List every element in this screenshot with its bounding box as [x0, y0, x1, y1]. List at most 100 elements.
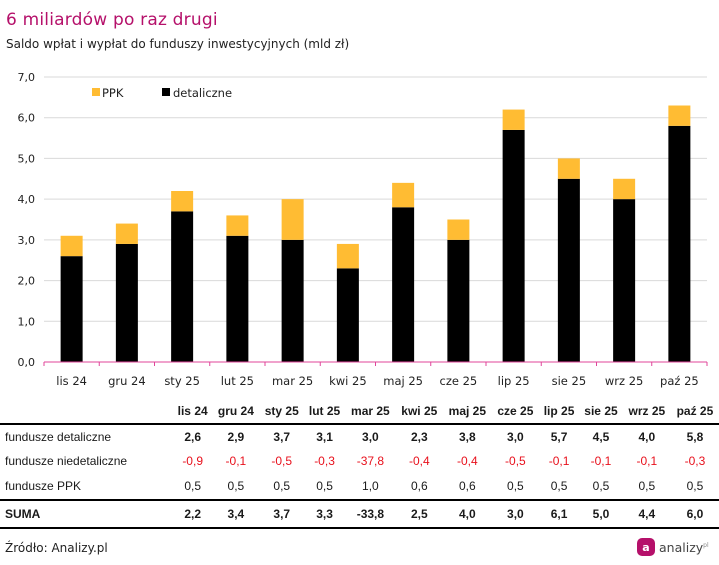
table-cell: 0,5 [538, 473, 580, 501]
y-tick-label: 3,0 [18, 234, 36, 247]
source-note: Źródło: Analizy.pl [5, 541, 108, 555]
stacked-bar-chart: 0,0 1,0 2,0 3,0 4,0 5,0 6,0 7,0 lis 24 gru 24 sty… [18, 71, 708, 388]
bar-detaliczne [336, 268, 359, 362]
table-cell: 0,5 [259, 473, 305, 501]
table-row: SUMA 2,2 3,4 3,7 3,3 -33,8 2,5 4,0 3,0 6,1 5,0 4,4 6… [0, 500, 719, 529]
table-cell: 0,5 [622, 473, 671, 501]
x-axis: lis 24 gru 24 sty 25 lut 25 mar 25 kwi 25 maj … [43, 361, 708, 388]
bar-ppk [668, 105, 691, 126]
table-row: fundusze detaliczne 2,6 2,9 3,7 3,1 3,0 2,3 3,8… [0, 424, 719, 449]
bar-ppk [281, 199, 304, 240]
chart-title: 6 miliardów po raz drugi [6, 10, 218, 30]
x-tick-label: sty 25 [164, 374, 200, 388]
x-tick-label: lis 24 [56, 374, 87, 388]
table-cell: 3,4 [212, 500, 260, 529]
bar-detaliczne [226, 235, 249, 362]
table-header-label [0, 402, 173, 425]
table-cell: 6,1 [538, 500, 580, 529]
y-tick-label: 2,0 [18, 275, 36, 288]
table-column-header: paź 25 [670, 402, 719, 425]
table-row: fundusze niedetaliczne -0,9 -0,1 -0,5 -0,3 -3… [0, 449, 719, 473]
table-cell: 3,0 [491, 500, 539, 529]
table-cell: 4,4 [622, 500, 671, 529]
bar-ppk [392, 182, 415, 208]
bar-ppk [226, 215, 249, 236]
row-label: SUMA [0, 500, 173, 529]
bar-ppk [115, 223, 138, 244]
table-cell: -37,8 [356, 454, 385, 468]
x-tick-label: gru 24 [108, 374, 146, 388]
table-cell: 2,5 [395, 500, 443, 529]
x-tick-label: lut 25 [221, 374, 254, 388]
bar-detaliczne [447, 239, 470, 362]
table-cell: -0,9 [182, 454, 203, 468]
bar-ppk [557, 158, 580, 179]
x-tick-label: mar 25 [272, 374, 313, 388]
logo-wordmark: analizy [659, 539, 704, 555]
table-cell: 0,5 [304, 473, 346, 501]
row-label: fundusze detaliczne [5, 430, 112, 444]
table-cell: -0,1 [636, 454, 658, 468]
logo-icon: a [637, 538, 655, 556]
table-column-header: wrz 25 [622, 402, 671, 425]
y-axis-ticks: 0,0 1,0 2,0 3,0 4,0 5,0 6,0 7,0 [18, 71, 36, 369]
table-column-header: gru 24 [212, 402, 260, 425]
table-cell: 2,2 [173, 500, 213, 529]
table-cell: 3,0 [362, 430, 379, 444]
bar-ppk [502, 109, 525, 130]
legend-swatch-detaliczne [162, 88, 170, 96]
x-tick-label: lip 25 [498, 374, 530, 388]
table-column-header: kwi 25 [395, 402, 443, 425]
table-cell: 0,5 [491, 473, 539, 501]
table-cell: 3,8 [459, 430, 476, 444]
bar-ppk [60, 235, 83, 257]
x-tick-label: maj 25 [383, 374, 423, 388]
table-cell: 4,5 [592, 430, 610, 444]
table-cell: 0,6 [442, 473, 492, 501]
table-row: fundusze PPK 0,5 0,5 0,5 0,5 1,0 0,6 0,6 0,5 0,5 0… [0, 473, 719, 501]
table-column-header: lip 25 [538, 402, 580, 425]
table-cell: 4,0 [638, 430, 656, 444]
legend-swatch-ppk [92, 88, 100, 96]
analizy-logo: a analizypl [637, 538, 709, 556]
table-cell: 5,0 [579, 500, 623, 529]
table-cell: 3,7 [259, 500, 305, 529]
table-cell: 3,0 [507, 430, 524, 444]
y-tick-label: 4,0 [18, 193, 36, 206]
bar-ppk [447, 219, 470, 240]
table-cell: -0,1 [590, 454, 612, 468]
logo-mark: pl [703, 541, 709, 549]
bar-ppk [171, 191, 194, 212]
table-header-row: lis 24 gru 24 sty 25 lut 25 mar 25 kwi 25 maj … [0, 402, 719, 425]
table-column-header: maj 25 [442, 402, 492, 425]
table-cell: -0,3 [684, 454, 706, 468]
chart-subtitle: Saldo wpłat i wypłat do funduszy inwesty… [6, 37, 350, 51]
table-cell: -0,5 [505, 454, 526, 468]
bars [60, 105, 691, 362]
table-cell: 0,5 [670, 473, 719, 501]
logo-text: analizypl [659, 540, 709, 555]
table-column-header: sie 25 [579, 402, 623, 425]
table-cell: -0,1 [548, 454, 570, 468]
table-cell: 2,6 [184, 430, 201, 444]
y-tick-label: 6,0 [18, 112, 36, 125]
y-tick-label: 1,0 [18, 315, 36, 328]
bar-detaliczne [115, 243, 138, 362]
y-tick-label: 0,0 [18, 356, 36, 369]
bar-detaliczne [613, 199, 636, 362]
bar-detaliczne [557, 178, 580, 362]
x-tick-label: cze 25 [440, 374, 478, 388]
table-column-header: cze 25 [491, 402, 539, 425]
bar-ppk [336, 243, 359, 269]
data-table: lis 24 gru 24 sty 25 lut 25 mar 25 kwi 25 maj … [0, 402, 719, 529]
table-column-header: mar 25 [345, 402, 396, 425]
table-cell: 3,7 [273, 430, 291, 444]
table-cell: 0,5 [173, 473, 213, 501]
bar-detaliczne [171, 211, 194, 362]
table-column-header: sty 25 [259, 402, 305, 425]
legend-label-ppk: PPK [102, 86, 124, 100]
x-tick-label: sie 25 [552, 374, 587, 388]
table-cell: -33,8 [345, 500, 396, 529]
table-column-header: lis 24 [173, 402, 213, 425]
table-cell: -0,4 [457, 454, 478, 468]
